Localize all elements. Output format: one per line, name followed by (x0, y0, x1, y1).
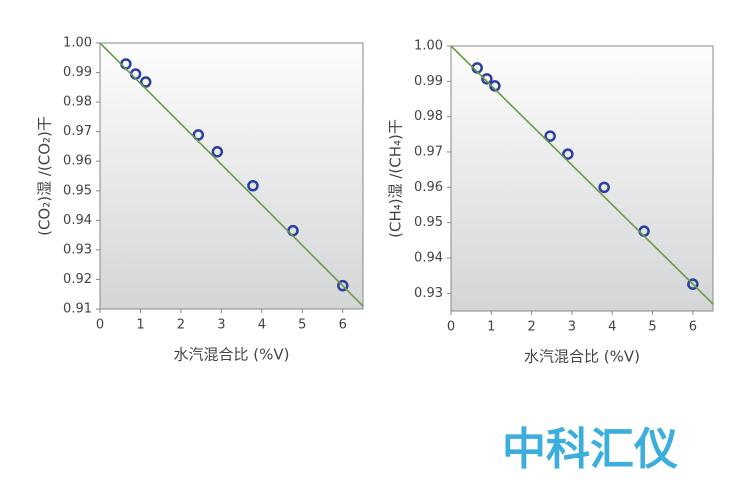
y-tick-label: 0.98 (414, 109, 443, 124)
y-tick-label: 1.00 (63, 36, 92, 51)
data-point (544, 130, 556, 142)
y-tick-label: 0.99 (63, 65, 92, 80)
data-point (247, 180, 259, 192)
y-tick-label: 0.97 (414, 145, 443, 160)
x-tick-label: 5 (648, 320, 656, 335)
x-tick-label: 5 (298, 318, 306, 333)
fit-line (450, 45, 714, 305)
x-tick-label: 0 (96, 318, 104, 333)
x-tick-label: 1 (487, 320, 495, 335)
y-axis-label: (CH₄)湿 /(CH₄)干 (387, 119, 405, 238)
y-tick-label: 0.91 (63, 302, 92, 317)
y-tick-label: 0.98 (63, 95, 92, 110)
y-axis-label: (CO₂)湿 /(CO₂)干 (36, 116, 54, 236)
y-tick-label: 0.94 (63, 213, 92, 228)
x-tick-label: 6 (339, 318, 347, 333)
y-tick-label: 0.96 (414, 180, 443, 195)
x-tick-label: 6 (689, 320, 697, 335)
data-point (139, 76, 152, 88)
data-point (687, 278, 699, 290)
y-tick-label: 0.97 (63, 124, 92, 139)
y-tick-label: 0.95 (63, 183, 92, 198)
x-tick-label: 4 (608, 320, 616, 335)
x-tick-label: 1 (136, 318, 144, 333)
x-tick-label: 3 (217, 318, 225, 333)
x-tick-label: 4 (258, 318, 266, 333)
data-point (598, 181, 610, 194)
data-point (211, 146, 224, 158)
y-tick-label: 1.00 (414, 39, 443, 54)
fit-line (99, 42, 364, 307)
y-tick-label: 0.92 (63, 272, 92, 287)
x-tick-label: 2 (527, 320, 535, 335)
data-point (192, 129, 205, 141)
x-tick-label: 3 (568, 320, 576, 335)
data-point (337, 279, 349, 292)
y-tick-label: 0.93 (63, 242, 92, 257)
y-tick-label: 0.99 (414, 74, 443, 89)
y-tick-label: 0.96 (63, 154, 92, 169)
y-tick-label: 0.95 (414, 215, 443, 230)
y-tick-label: 0.93 (414, 286, 443, 301)
x-axis-label: 水汽混合比 (%V) (174, 346, 290, 364)
watermark: 中科汇仪 (502, 424, 678, 475)
y-tick-label: 0.94 (414, 251, 443, 266)
x-tick-label: 0 (447, 320, 455, 335)
x-tick-label: 2 (177, 318, 185, 333)
data-point (562, 148, 574, 160)
x-axis-label: 水汽混合比 (%V) (524, 348, 640, 366)
data-point (481, 73, 493, 85)
